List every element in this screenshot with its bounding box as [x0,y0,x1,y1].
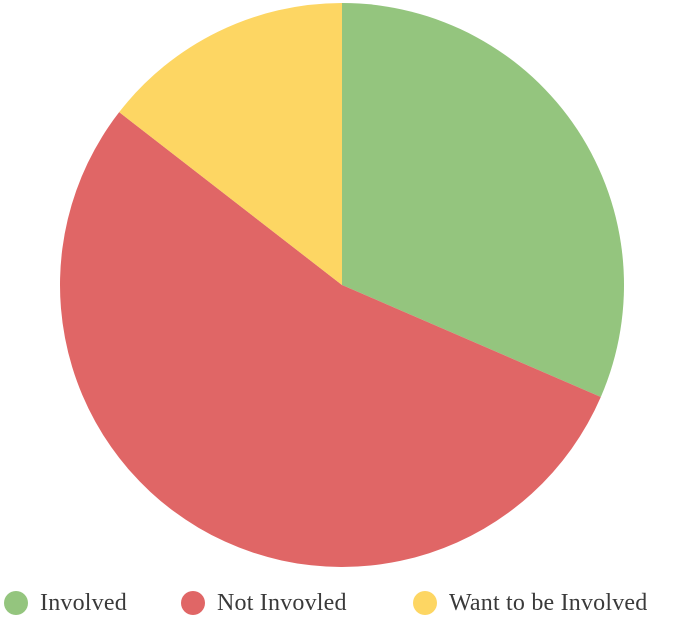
pie-slice-want-to-be-involved [119,3,342,285]
chart-legend: Involved Not Invovled Want to be Involve… [0,586,681,620]
legend-item-not-involved: Not Invovled [181,586,347,620]
legend-item-involved: Involved [4,586,127,620]
legend-marker-not-involved [181,591,205,615]
pie-chart [59,3,624,567]
pie-slice-involved [342,3,624,397]
legend-marker-want-to-be-involved [413,591,437,615]
legend-label-involved: Involved [40,589,127,616]
legend-marker-involved [4,591,28,615]
legend-label-not-involved: Not Invovled [217,589,347,616]
pie-slice-not-involved [59,112,601,567]
legend-label-want-to-be-involved: Want to be Involved [449,589,648,616]
legend-item-want-to-be-involved: Want to be Involved [413,586,647,620]
